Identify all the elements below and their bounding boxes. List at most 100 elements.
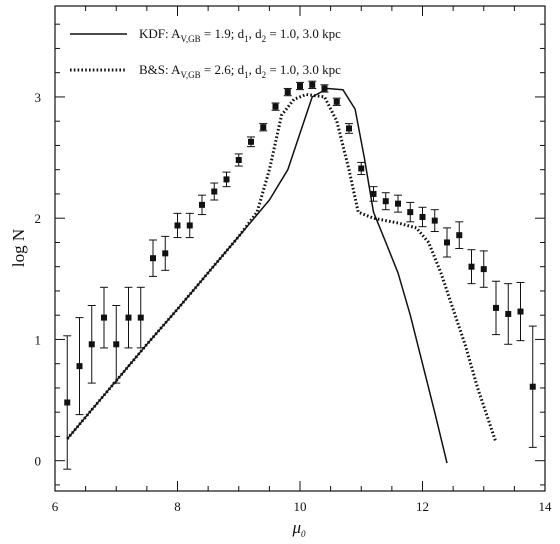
x-axis-label: μ0 — [291, 518, 306, 539]
data-marker — [493, 304, 499, 311]
data-point — [406, 201, 415, 223]
data-marker — [395, 200, 401, 207]
data-point — [234, 153, 243, 167]
x-tick-label: 10 — [294, 499, 307, 514]
data-marker — [333, 98, 340, 105]
data-point — [136, 286, 145, 349]
data-marker — [321, 85, 328, 92]
data-marker — [211, 188, 218, 195]
data-marker — [407, 209, 414, 216]
data-marker — [162, 250, 169, 257]
data-marker — [260, 124, 267, 131]
y-axis-label: log N — [9, 229, 28, 267]
data-point — [381, 192, 390, 211]
data-point — [455, 221, 464, 249]
data-marker — [358, 165, 365, 172]
data-point — [528, 325, 537, 448]
data-point — [394, 194, 402, 213]
data-marker — [248, 138, 254, 145]
data-point — [75, 317, 84, 416]
data-point — [124, 286, 133, 349]
data-marker — [309, 81, 316, 88]
data-marker — [76, 363, 83, 370]
data-marker — [468, 263, 475, 270]
data-point — [296, 81, 304, 91]
legend-label: KDF: AV,GB = 1.9; d1, d2 = 1.0, 3.0 kpc — [139, 26, 341, 44]
data-point — [112, 304, 121, 384]
data-marker — [272, 103, 279, 110]
legend-label: B&S: AV,GB = 2.6; d1, d2 = 1.0, 3.0 kpc — [139, 62, 341, 80]
data-point — [332, 97, 341, 106]
data-marker — [444, 239, 450, 246]
observed-points — [63, 80, 537, 470]
legend: KDF: AV,GB = 1.9; d1, d2 = 1.0, 3.0 kpc B… — [70, 26, 341, 80]
data-point — [198, 194, 206, 216]
data-point — [430, 209, 439, 233]
data-point — [173, 212, 182, 239]
axis-ticks — [54, 6, 546, 491]
data-point — [247, 136, 255, 148]
data-marker — [235, 156, 242, 163]
data-point — [479, 250, 488, 288]
data-marker — [529, 383, 536, 390]
data-point — [516, 281, 525, 342]
data-point — [443, 227, 451, 258]
plot-frame — [54, 5, 546, 492]
data-marker — [517, 308, 524, 315]
data-point — [308, 80, 317, 89]
data-marker — [431, 217, 438, 224]
data-point — [259, 123, 268, 132]
data-point — [283, 87, 292, 97]
data-point — [222, 171, 231, 188]
data-point — [63, 335, 72, 470]
data-point — [185, 212, 194, 239]
data-marker — [150, 255, 156, 262]
data-point — [467, 249, 476, 285]
data-point — [492, 280, 500, 336]
data-marker — [113, 341, 120, 348]
data-point — [87, 304, 96, 384]
data-marker — [174, 222, 181, 229]
x-tick-label: 6 — [52, 499, 59, 514]
data-point — [357, 161, 366, 176]
data-point — [504, 283, 513, 345]
data-marker — [346, 125, 352, 132]
bs-model-line — [66, 93, 498, 443]
x-tick-label: 14 — [539, 499, 553, 514]
data-marker — [186, 222, 193, 229]
x-tick-label: 8 — [174, 499, 181, 514]
data-marker — [456, 232, 463, 239]
kdf-model-line — [66, 87, 448, 464]
y-tick-label: 3 — [35, 90, 42, 105]
data-marker — [199, 201, 205, 208]
y-tick-label: 1 — [35, 332, 42, 347]
data-point — [418, 206, 427, 228]
data-marker — [125, 314, 132, 321]
data-marker — [505, 310, 512, 317]
data-marker — [101, 314, 107, 321]
data-marker — [223, 176, 230, 183]
data-marker — [419, 213, 426, 220]
x-tick-label: 12 — [416, 499, 429, 514]
data-marker — [480, 266, 487, 273]
data-marker — [137, 314, 144, 321]
data-point — [320, 84, 329, 93]
data-point — [345, 123, 353, 134]
data-marker — [88, 341, 95, 348]
data-marker — [64, 399, 71, 406]
data-point — [271, 102, 280, 111]
data-point — [210, 182, 219, 201]
y-tick-label: 2 — [35, 211, 42, 226]
data-marker — [370, 190, 377, 197]
data-point — [149, 239, 157, 277]
data-point — [100, 286, 108, 349]
data-marker — [382, 198, 389, 205]
data-point — [369, 186, 378, 202]
data-marker — [284, 89, 291, 96]
model-curves — [66, 87, 498, 464]
data-marker — [297, 83, 303, 90]
y-tick-label: 0 — [35, 454, 42, 469]
data-point — [161, 235, 170, 271]
